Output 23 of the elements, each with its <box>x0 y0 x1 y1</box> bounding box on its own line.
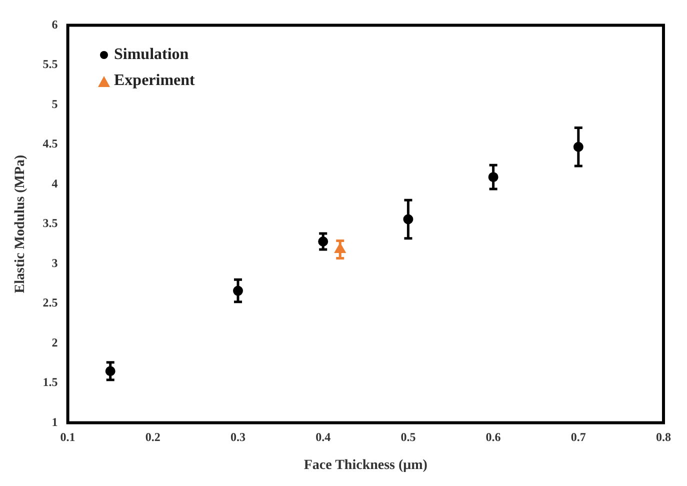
x-axis-title: Face Thickness (μm) <box>304 458 428 474</box>
x-tick-label: 0.8 <box>656 430 671 444</box>
x-tick-label: 0.6 <box>486 430 501 444</box>
y-tick-label: 2.5 <box>42 296 58 310</box>
y-tick-label: 3 <box>52 256 58 270</box>
x-tick-label: 0.7 <box>570 430 586 444</box>
x-tick-label: 0.1 <box>60 430 76 444</box>
y-tick-label: 5.5 <box>42 57 58 72</box>
y-tick-label: 5 <box>52 96 58 111</box>
y-tick-label: 1 <box>52 414 58 429</box>
x-tick-label: 0.4 <box>316 430 331 444</box>
y-tick-label: 4.5 <box>42 136 58 151</box>
y-tick-label: 6 <box>52 17 58 32</box>
y-tick-label: 1.5 <box>42 375 58 390</box>
y-axis-title: Elastic Modulus (MPa) <box>13 154 28 294</box>
x-tick-label: 0.5 <box>400 430 416 444</box>
y-tick-label: 3.5 <box>42 216 58 230</box>
legend-label: Experiment <box>114 72 195 90</box>
legend-label: Simulation <box>114 46 189 64</box>
y-tick-label: 2 <box>52 335 58 350</box>
y-tick-label: 4 <box>52 176 58 190</box>
x-tick-label: 0.2 <box>145 430 160 444</box>
x-tick-label: 0.3 <box>230 430 246 444</box>
